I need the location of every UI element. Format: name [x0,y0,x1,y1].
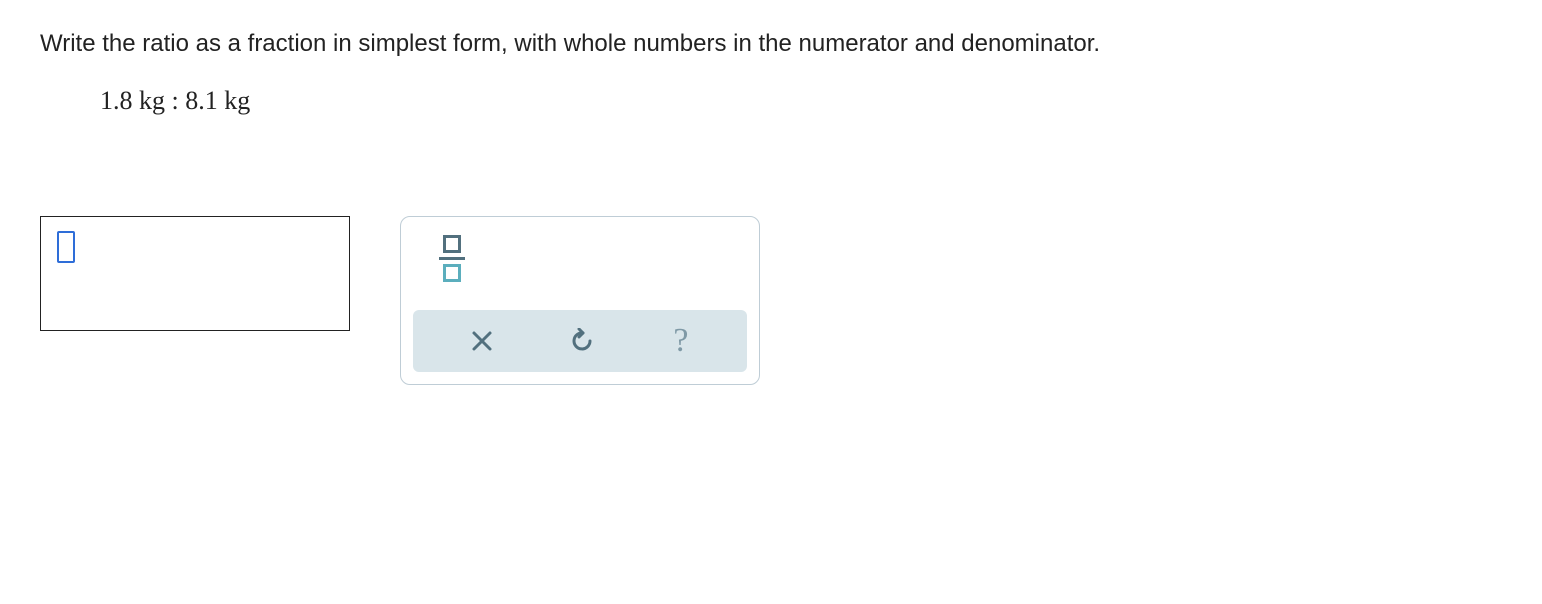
answer-input-placeholder[interactable] [57,231,75,263]
fraction-bar-icon [439,257,465,260]
question-prompt: Write the ratio as a fraction in simples… [40,30,1502,58]
fraction-button[interactable] [437,233,467,284]
clear-button[interactable] [471,330,493,352]
question-mark-icon: ? [673,324,688,358]
toolbox: ? [400,216,760,385]
undo-button[interactable] [570,328,596,354]
toolbox-row-actions: ? [413,310,747,372]
toolbox-row-tools [413,227,747,298]
answer-row: ? [40,216,1502,385]
answer-box[interactable] [40,216,350,331]
undo-icon [570,328,596,354]
fraction-denominator-icon [443,264,461,282]
close-icon [471,330,493,352]
help-button[interactable]: ? [673,324,688,358]
fraction-numerator-icon [443,235,461,253]
question-ratio: 1.8 kg : 8.1 kg [100,86,1502,116]
